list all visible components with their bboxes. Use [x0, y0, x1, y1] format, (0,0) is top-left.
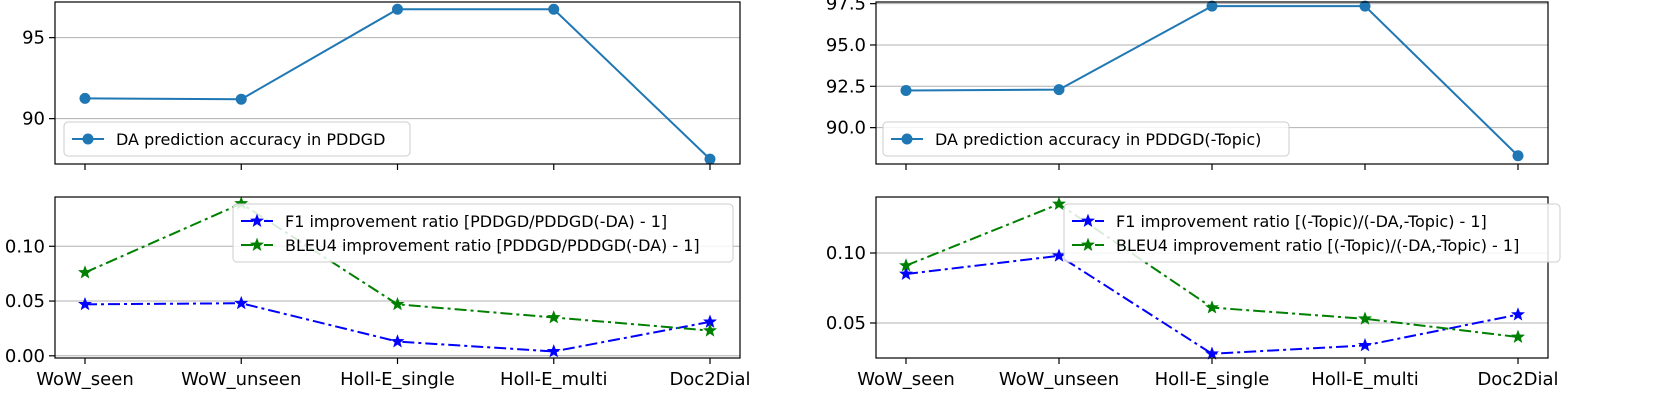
- data-point: [1205, 300, 1219, 314]
- data-point: [1359, 0, 1371, 12]
- legend: DA prediction accuracy in PDDGD: [63, 121, 411, 157]
- legend: F1 improvement ratio [PDDGD/PDDGD(-DA) -…: [232, 203, 734, 263]
- legend-label: BLEU4 improvement ratio [PDDGD/PDDGD(-DA…: [285, 236, 700, 255]
- data-point: [1512, 150, 1524, 162]
- x-tick-label: Holl-E_single: [1155, 369, 1270, 390]
- axes-frame: [875, 196, 1549, 359]
- axes-frame: [54, 196, 741, 359]
- y-tick-label: 0.05: [5, 291, 45, 312]
- data-point: [1511, 329, 1525, 343]
- panel-top-left: 90 95 DA prediction accuracy in PDDGD: [22, 1, 741, 170]
- panel-top-right: 90.0 92.5 95.0 97.5 DA prediction accuracy i…: [826, 0, 1549, 170]
- data-point: [1052, 248, 1066, 262]
- panel-bottom-left: 0.00 0.05 0.10 WoW_seen WoW_unseen Holl-E_sin…: [5, 196, 751, 390]
- legend-label: DA prediction accuracy in PDDGD(-Topic): [935, 130, 1261, 149]
- x-tick-label: WoW_unseen: [999, 369, 1119, 390]
- axes-frame: [54, 1, 741, 165]
- legend-marker: [82, 133, 94, 145]
- data-point: [78, 265, 92, 279]
- legend-box: [232, 203, 734, 263]
- legend-box: [882, 121, 1290, 157]
- y-tick-label: 90: [22, 109, 45, 130]
- data-point: [1358, 311, 1372, 325]
- y-tick-label: 90.0: [826, 118, 866, 139]
- legend-box: [1063, 203, 1561, 263]
- legend-label: F1 improvement ratio [(-Topic)/(-DA,-Top…: [1116, 212, 1487, 231]
- data-point: [390, 296, 405, 311]
- data-point: [900, 84, 912, 96]
- data-point: [392, 3, 403, 15]
- data-point: [79, 92, 91, 104]
- data-point: [899, 258, 913, 272]
- axes-frame: [875, 1, 1549, 165]
- data-point: [1206, 0, 1218, 12]
- legend-label: BLEU4 improvement ratio [(-Topic)/(-DA,-…: [1116, 236, 1519, 255]
- legend-label: DA prediction accuracy in PDDGD: [116, 130, 385, 149]
- panel-bottom-right: 0.05 0.10 WoW_seen WoW_unseen Holl-E_single H…: [826, 196, 1561, 390]
- x-tick-label: Holl-E_single: [340, 369, 455, 390]
- legend: DA prediction accuracy in PDDGD(-Topic): [882, 121, 1290, 157]
- data-point: [234, 295, 249, 310]
- y-tick-label: 0.10: [5, 236, 45, 257]
- x-tick-label: Holl-E_multi: [500, 369, 607, 390]
- data-point: [1205, 346, 1219, 360]
- legend-box: [63, 121, 411, 157]
- data-point: [899, 266, 913, 280]
- data-point: [1358, 338, 1372, 352]
- data-point: [1052, 196, 1066, 210]
- legend-marker: [250, 213, 264, 227]
- x-tick-label: Holl-E_multi: [1311, 369, 1418, 390]
- data-point: [235, 93, 247, 105]
- y-tick-label: 95.0: [826, 35, 866, 56]
- data-point: [390, 334, 405, 348]
- x-tick-label: WoW_seen: [857, 369, 955, 390]
- x-tick-label: Doc2Dial: [1477, 369, 1558, 390]
- data-point: [1053, 84, 1065, 96]
- y-tick-label: 0.10: [826, 243, 866, 264]
- y-tick-label: 0.05: [826, 313, 866, 334]
- data-point: [703, 323, 717, 337]
- data-point: [704, 153, 716, 165]
- data-point: [546, 344, 561, 358]
- legend-marker: [1081, 237, 1095, 251]
- data-point: [548, 3, 560, 15]
- data-point: [1511, 307, 1525, 321]
- series-line-1: [905, 254, 1519, 355]
- x-tick-label: WoW_unseen: [181, 369, 301, 390]
- legend: F1 improvement ratio [(-Topic)/(-DA,-Top…: [1063, 203, 1561, 263]
- y-tick-label: 95: [22, 28, 45, 49]
- legend-marker: [1081, 213, 1095, 227]
- y-tick-label: 92.5: [826, 76, 866, 97]
- x-tick-label: WoW_seen: [36, 369, 134, 390]
- x-tick-label: Doc2Dial: [669, 369, 750, 390]
- data-point: [78, 296, 92, 311]
- legend-marker: [901, 133, 913, 145]
- legend-label: F1 improvement ratio [PDDGD/PDDGD(-DA) -…: [285, 212, 667, 231]
- legend-marker: [250, 237, 264, 251]
- data-point: [546, 310, 561, 324]
- y-tick-label: 0.00: [5, 346, 45, 367]
- y-tick-label: 97.5: [826, 0, 866, 15]
